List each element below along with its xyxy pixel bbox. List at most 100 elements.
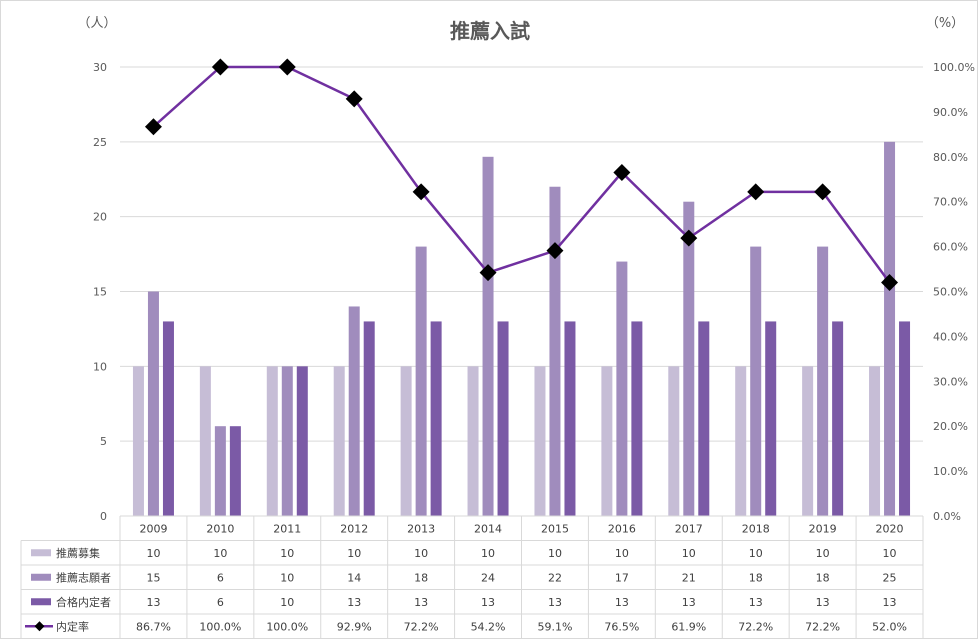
- rate-point: [747, 183, 765, 201]
- x-tick-label: 2015: [541, 522, 569, 535]
- data-label: 54.2%: [471, 620, 506, 633]
- rate-point: [278, 58, 296, 76]
- data-label: 13: [682, 596, 696, 609]
- x-tick-label: 2016: [608, 522, 636, 535]
- y2-tick-label: 40.0%: [933, 330, 968, 343]
- y2-tick-label: 80.0%: [933, 151, 968, 164]
- data-label: 13: [481, 596, 495, 609]
- bar: [363, 321, 375, 516]
- bar: [601, 366, 613, 516]
- legend-key: [31, 598, 51, 606]
- bar: [497, 321, 509, 516]
- bar: [631, 321, 643, 516]
- bar: [884, 141, 896, 517]
- bar: [534, 366, 546, 516]
- legend-key-marker: [34, 621, 45, 632]
- data-label: 13: [414, 596, 428, 609]
- legend-label: 推薦募集: [56, 546, 100, 560]
- bar: [296, 366, 308, 516]
- bar: [735, 366, 747, 516]
- data-label: 72.2%: [404, 620, 439, 633]
- bar: [415, 246, 427, 516]
- data-label: 15: [146, 571, 160, 584]
- legend-label: 内定率: [56, 619, 89, 633]
- data-label: 17: [615, 571, 629, 584]
- data-label: 10: [481, 547, 495, 560]
- bars: [132, 141, 911, 517]
- y2-tick-label: 50.0%: [933, 286, 968, 299]
- y2-tick-label: 20.0%: [933, 420, 968, 433]
- bar: [333, 366, 345, 516]
- y2-tick-label: 70.0%: [933, 196, 968, 209]
- rate-point: [680, 229, 698, 247]
- x-tick-label: 2014: [474, 522, 502, 535]
- bar: [683, 201, 695, 516]
- data-label: 10: [347, 547, 361, 560]
- data-label: 13: [347, 596, 361, 609]
- bar: [765, 321, 777, 516]
- rate-point: [613, 164, 631, 182]
- data-label: 61.9%: [671, 620, 706, 633]
- x-tick-label: 2018: [742, 522, 770, 535]
- data-label: 24: [481, 571, 495, 584]
- bar: [698, 321, 710, 516]
- bar: [549, 186, 561, 516]
- left-y-axis: 0 5 10 15 20 25 30: [93, 61, 107, 523]
- right-axis-unit: （%）: [926, 16, 964, 31]
- rate-point: [412, 183, 430, 201]
- data-label: 10: [816, 547, 830, 560]
- y-tick-label: 25: [93, 136, 107, 149]
- data-label: 6: [217, 571, 224, 584]
- data-label: 13: [548, 596, 562, 609]
- legend-key: [31, 549, 51, 557]
- bar: [400, 366, 412, 516]
- data-label: 92.9%: [337, 620, 372, 633]
- y2-tick-label: 90.0%: [933, 106, 968, 119]
- data-label: 52.0%: [872, 620, 907, 633]
- bar: [668, 366, 680, 516]
- legend-label: 合格内定者: [56, 595, 111, 609]
- left-axis-unit: （人）: [77, 16, 116, 31]
- data-label: 10: [682, 547, 696, 560]
- bar: [266, 366, 278, 516]
- y-tick-label: 15: [93, 286, 107, 299]
- data-label: 72.2%: [805, 620, 840, 633]
- data-label: 13: [883, 596, 897, 609]
- bar: [467, 366, 479, 516]
- x-tick-label: 2013: [407, 522, 435, 535]
- data-label: 72.2%: [738, 620, 773, 633]
- y-tick-label: 20: [93, 211, 107, 224]
- rate-line: [144, 58, 899, 292]
- bar: [899, 321, 911, 516]
- right-y-axis: 0.0% 10.0% 20.0% 30.0% 40.0% 50.0% 60.0% 70.0% 8…: [933, 61, 975, 523]
- rate-point: [814, 183, 832, 201]
- data-label: 10: [749, 547, 763, 560]
- rate-point: [345, 90, 363, 108]
- data-label: 10: [615, 547, 629, 560]
- bar: [832, 321, 844, 516]
- bar: [802, 366, 814, 516]
- data-label: 10: [280, 571, 294, 584]
- data-label: 13: [749, 596, 763, 609]
- data-label: 100.0%: [199, 620, 241, 633]
- bar: [869, 366, 881, 516]
- data-label: 13: [615, 596, 629, 609]
- data-label: 21: [682, 571, 696, 584]
- data-label: 100.0%: [266, 620, 308, 633]
- data-label: 76.5%: [604, 620, 639, 633]
- data-label: 10: [548, 547, 562, 560]
- y-tick-label: 10: [93, 360, 107, 373]
- data-label: 13: [146, 596, 160, 609]
- y-tick-label: 30: [93, 61, 107, 74]
- bar: [147, 291, 159, 516]
- bar: [214, 426, 226, 516]
- y2-tick-label: 0.0%: [933, 510, 961, 523]
- legend-key: [31, 573, 51, 581]
- y-tick-label: 0: [100, 510, 107, 523]
- bar: [229, 426, 241, 516]
- bar: [750, 246, 762, 516]
- y2-tick-label: 30.0%: [933, 375, 968, 388]
- bar: [564, 321, 576, 516]
